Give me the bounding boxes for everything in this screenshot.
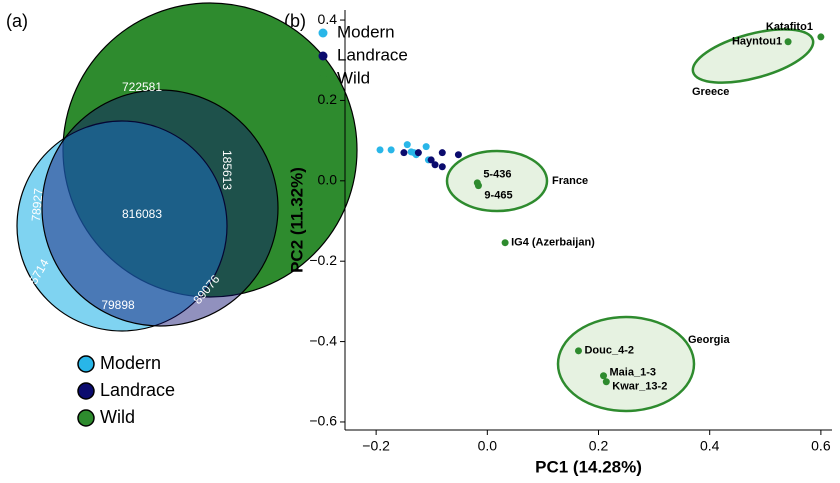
point [376, 146, 384, 154]
point [574, 347, 582, 355]
point [438, 149, 446, 157]
region-label: 79898 [101, 298, 135, 312]
point [431, 161, 439, 169]
ellipses [445, 28, 815, 413]
point [454, 151, 462, 159]
point [438, 163, 446, 171]
point [784, 38, 792, 46]
y-tick-label: 0.0 [318, 172, 338, 188]
legend-marker [318, 74, 328, 84]
point-label: Douc_4-2 [584, 345, 634, 357]
y-tick-label: 0.2 [318, 91, 338, 107]
group-label: France [552, 175, 588, 187]
group-label: Georgia [688, 334, 730, 346]
x-tick-label: 0.6 [811, 438, 831, 454]
legend-marker [77, 409, 95, 427]
legend-label: Landrace [337, 45, 408, 64]
point [414, 149, 422, 157]
legend-label: Landrace [100, 380, 175, 400]
point-label: 9-465 [484, 190, 512, 202]
x-tick-label: 0.4 [700, 438, 720, 454]
y-tick-label: −0.4 [309, 332, 337, 348]
point-label: 5-436 [483, 169, 511, 181]
x-axis-label: PC1 (14.28%) [535, 457, 642, 476]
point [400, 149, 408, 157]
group-ellipse [556, 315, 696, 413]
point [403, 141, 411, 149]
region-label: 185613 [220, 150, 234, 190]
group-ellipse [691, 28, 815, 84]
panel-label: (a) [6, 11, 28, 31]
x-tick-label: 0.0 [478, 438, 498, 454]
legend-marker [318, 28, 328, 38]
point [422, 143, 430, 151]
legend-label: Modern [100, 353, 161, 373]
point [387, 146, 395, 154]
point [817, 33, 825, 41]
point-label: Kwar_13-2 [612, 381, 667, 393]
y-tick-label: −0.6 [309, 413, 337, 429]
y-tick-label: 0.4 [318, 11, 338, 27]
point [427, 156, 435, 164]
legend-label: Wild [337, 68, 370, 87]
point [474, 182, 482, 190]
x-tick-label: 0.2 [589, 438, 609, 454]
y-axis-label: PC2 (11.32%) [287, 167, 306, 273]
point [501, 239, 509, 247]
legend-marker [77, 355, 95, 373]
legend-label: Modern [337, 22, 395, 41]
point-label: Katafito1 [766, 21, 813, 33]
point [600, 372, 608, 380]
point-label: Hayntou1 [732, 36, 782, 48]
y-tick-label: −0.2 [309, 252, 337, 268]
region-label: 816083 [122, 207, 162, 221]
legend-label: Wild [100, 407, 135, 427]
modern-circle [16, 120, 228, 332]
legend-marker [77, 382, 95, 400]
landrace-circle [41, 89, 279, 327]
point-label: IG4 (Azerbaijan) [511, 237, 595, 249]
region-label: 78927 [29, 187, 46, 222]
point [602, 378, 610, 386]
group-label: Greece [692, 86, 729, 98]
point-label: Maia_1-3 [610, 367, 656, 379]
x-tick-label: −0.2 [362, 438, 390, 454]
group-ellipse [445, 149, 549, 213]
region-label: 722581 [122, 80, 162, 94]
legend-marker [318, 51, 328, 61]
